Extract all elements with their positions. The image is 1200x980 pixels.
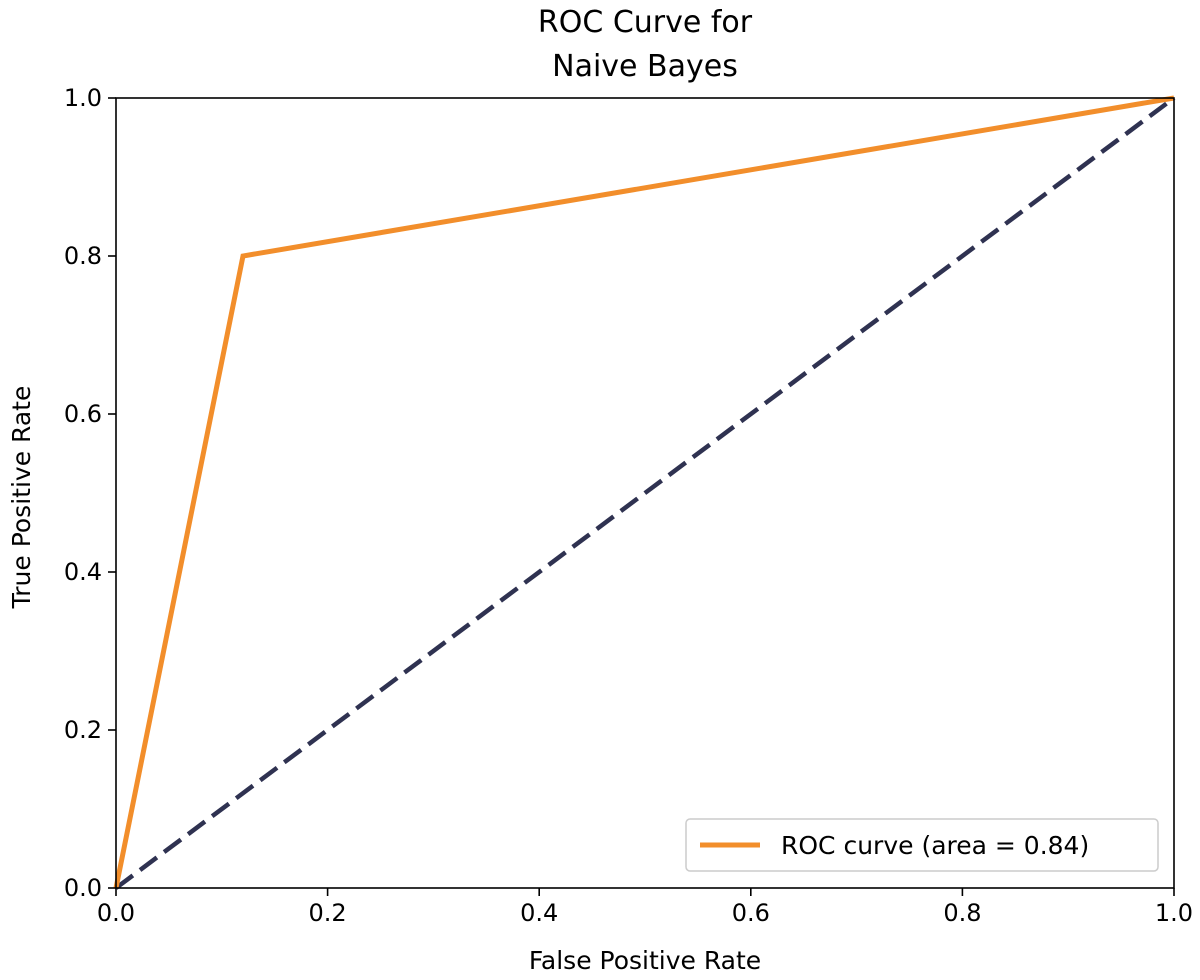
legend: ROC curve (area = 0.84) — [685, 818, 1159, 872]
x-tick-label: 0.6 — [732, 899, 770, 927]
chart-title-line-1: ROC Curve for — [538, 5, 753, 40]
y-tick-label: 1.0 — [64, 84, 102, 112]
chance-diagonal-line — [114, 96, 1176, 890]
x-axis-label: False Positive Rate — [529, 946, 761, 975]
legend-label-roc-curve: ROC curve (area = 0.84) — [781, 831, 1089, 860]
y-tick-label: 0.8 — [64, 242, 102, 270]
legend-box — [685, 818, 1159, 872]
x-tick-label: 0.2 — [309, 899, 347, 927]
y-axis-label: True Positive Rate — [7, 386, 36, 610]
y-tick-label: 0.0 — [64, 874, 102, 902]
y-tick-label: 0.2 — [64, 716, 102, 744]
y-tick-label: 0.6 — [64, 400, 102, 428]
x-tick-label: 1.0 — [1155, 899, 1193, 927]
x-tick-label: 0.0 — [97, 899, 135, 927]
y-tick-label: 0.4 — [64, 558, 102, 586]
plot-area: 0.0 0.2 0.4 0.6 0.8 1.0 0.0 0.2 0.4 0.6 0.8 1.0 — [64, 84, 1193, 927]
x-tick-label: 0.8 — [943, 899, 981, 927]
x-tick-label: 0.4 — [520, 899, 558, 927]
roc-curve-line — [113, 95, 1175, 889]
axes-frame — [115, 97, 1175, 889]
chart-title-line-2: Naive Bayes — [552, 49, 738, 84]
